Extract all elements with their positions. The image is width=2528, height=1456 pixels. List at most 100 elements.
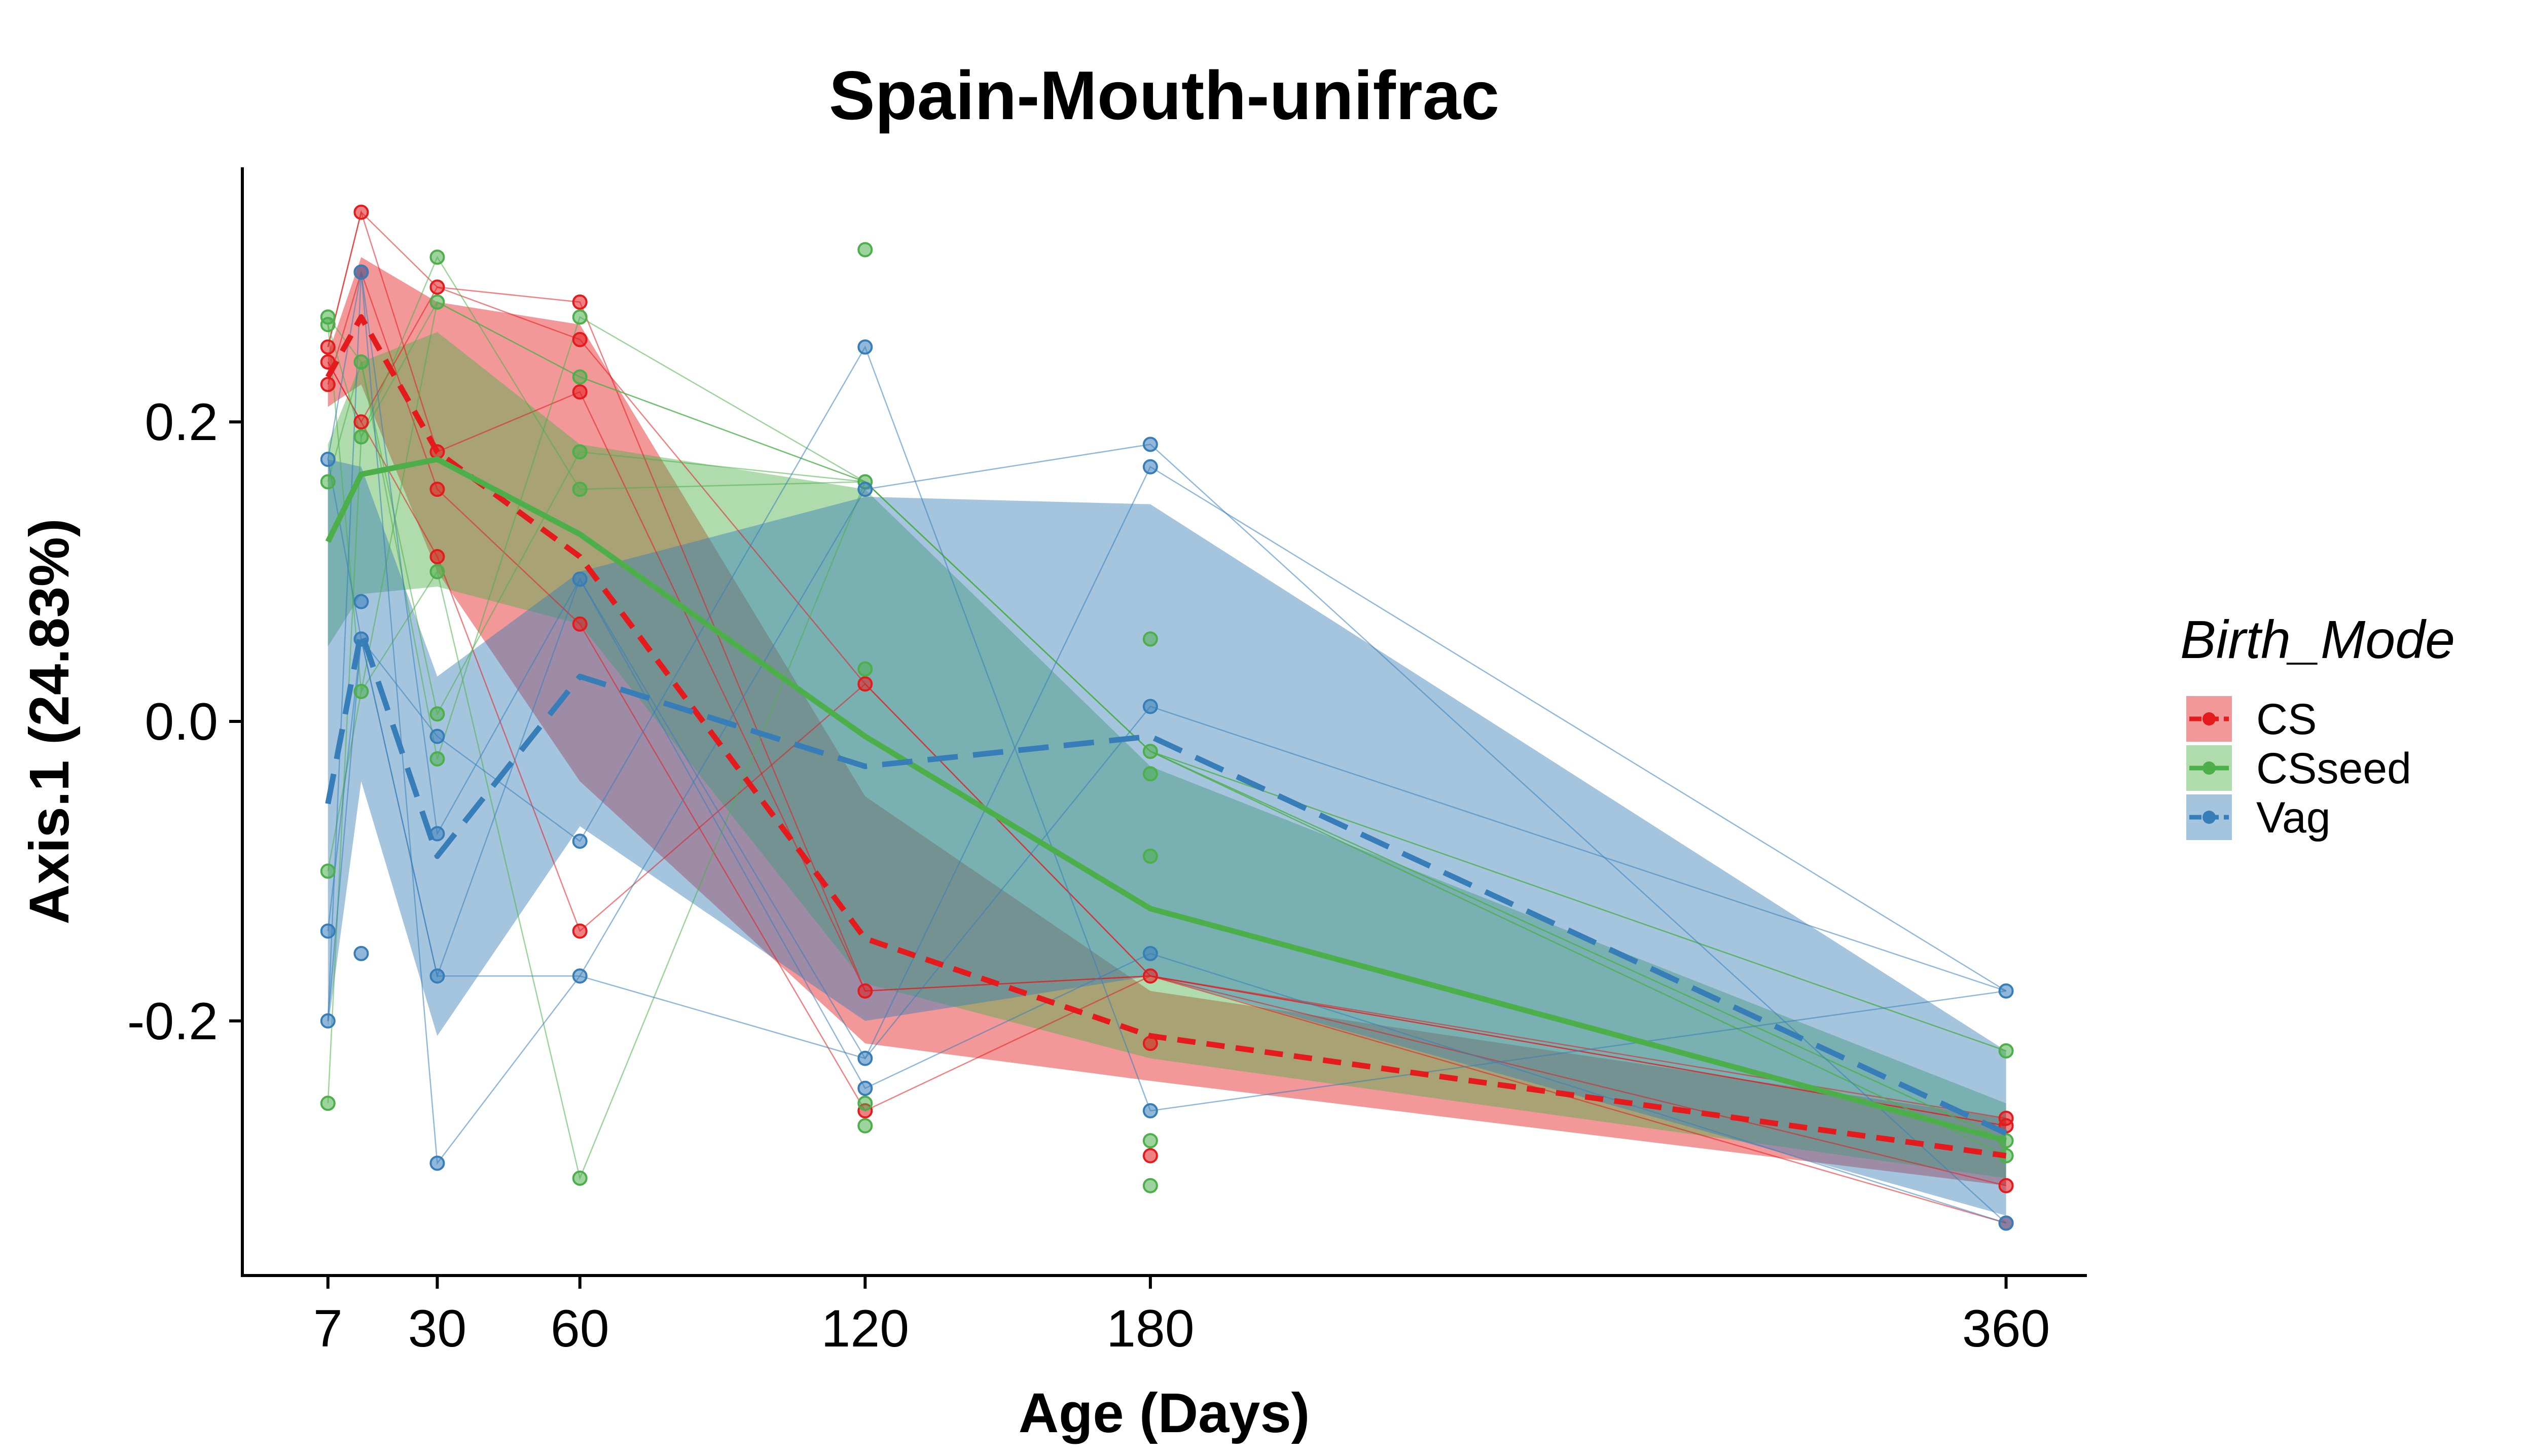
point-cs-5 bbox=[353, 414, 369, 430]
point-vag-16 bbox=[857, 1050, 873, 1066]
point-csseed-24 bbox=[1142, 744, 1158, 759]
point-vag-7 bbox=[429, 729, 445, 744]
point-csseed-2 bbox=[320, 474, 336, 490]
point-cs-3 bbox=[353, 204, 369, 220]
point-cs-20 bbox=[1142, 1148, 1158, 1163]
point-vag-24 bbox=[1998, 1215, 2014, 1231]
point-csseed-28 bbox=[1142, 1178, 1158, 1193]
mean-line-cs bbox=[325, 314, 2007, 1159]
point-vag-15 bbox=[857, 482, 873, 497]
x-tick-label-120: 120 bbox=[821, 1299, 910, 1358]
legend-label-cs: CS bbox=[2256, 695, 2317, 744]
y-tick-label-1: 0.0 bbox=[145, 693, 218, 751]
point-csseed-18 bbox=[857, 242, 873, 258]
x-tick-label-30: 30 bbox=[408, 1299, 467, 1358]
point-cs-14 bbox=[572, 923, 588, 939]
legend-label-vag: Vag bbox=[2256, 793, 2331, 842]
point-vag-20 bbox=[1142, 699, 1158, 714]
point-cs-9 bbox=[429, 549, 445, 565]
y-tick-label-0: -0.2 bbox=[127, 992, 218, 1051]
point-cs-15 bbox=[857, 983, 873, 999]
point-vag-10 bbox=[429, 1155, 445, 1171]
x-tick-label-60: 60 bbox=[551, 1299, 609, 1358]
chart-title: Spain-Mouth-unifrac bbox=[829, 57, 1499, 134]
data-points bbox=[320, 204, 2014, 1231]
point-csseed-11 bbox=[429, 706, 445, 722]
point-csseed-6 bbox=[353, 429, 369, 445]
legend-dot-csseed bbox=[2202, 761, 2216, 775]
point-vag-13 bbox=[572, 968, 588, 984]
x-tick-label-360: 360 bbox=[1962, 1299, 2050, 1358]
point-csseed-16 bbox=[572, 482, 588, 497]
point-csseed-15 bbox=[572, 444, 588, 460]
point-cs-10 bbox=[572, 294, 588, 310]
legend-dot-cs bbox=[2202, 712, 2216, 725]
x-axis-title: Age (Days) bbox=[1019, 1382, 1310, 1444]
point-vag-4 bbox=[353, 594, 369, 609]
point-csseed-9 bbox=[429, 294, 445, 310]
point-vag-22 bbox=[1142, 1103, 1158, 1119]
point-csseed-26 bbox=[1142, 848, 1158, 864]
point-cs-24 bbox=[1998, 1110, 2014, 1126]
point-csseed-7 bbox=[353, 683, 369, 699]
point-csseed-29 bbox=[1998, 1043, 2014, 1059]
point-csseed-4 bbox=[320, 1096, 336, 1111]
y-axis-ticks: -0.2 0.0 0.2 bbox=[127, 393, 242, 1051]
point-vag-9 bbox=[429, 968, 445, 984]
point-cs-6 bbox=[429, 279, 445, 295]
point-cs-22 bbox=[1998, 1178, 2014, 1193]
point-vag-1 bbox=[320, 923, 336, 939]
y-tick-label-2: 0.2 bbox=[145, 393, 218, 452]
point-csseed-8 bbox=[429, 249, 445, 265]
point-csseed-25 bbox=[1142, 766, 1158, 782]
point-vag-6 bbox=[353, 945, 369, 961]
point-csseed-17 bbox=[572, 1170, 588, 1186]
point-vag-23 bbox=[1998, 983, 2014, 999]
x-axis-ticks: 7 30 60 120 180 360 bbox=[313, 1276, 2050, 1358]
point-cs-12 bbox=[572, 384, 588, 400]
y-axis-title: Axis.1 (24.83%) bbox=[18, 519, 81, 925]
point-cs-11 bbox=[572, 332, 588, 347]
point-csseed-14 bbox=[572, 369, 588, 385]
point-cs-13 bbox=[572, 616, 588, 632]
point-vag-18 bbox=[1142, 436, 1158, 452]
point-vag-14 bbox=[857, 339, 873, 355]
point-vag-2 bbox=[320, 1013, 336, 1029]
legend-title: Birth_Mode bbox=[2180, 610, 2455, 670]
mean-line-csseed bbox=[325, 456, 2007, 1144]
point-vag-0 bbox=[320, 452, 336, 467]
band-cs bbox=[328, 257, 2006, 1186]
legend-dot-vag bbox=[2202, 811, 2216, 824]
point-cs-17 bbox=[857, 676, 873, 692]
point-cs-18 bbox=[1142, 968, 1158, 984]
point-csseed-1 bbox=[320, 317, 336, 333]
point-vag-11 bbox=[572, 571, 588, 587]
point-vag-19 bbox=[1142, 459, 1158, 475]
point-csseed-20 bbox=[857, 661, 873, 677]
point-vag-12 bbox=[572, 833, 588, 849]
point-csseed-23 bbox=[1142, 631, 1158, 647]
point-cs-0 bbox=[320, 339, 336, 355]
mean-lines bbox=[325, 314, 2007, 1159]
mean-line-vag bbox=[325, 629, 2007, 1136]
point-cs-2 bbox=[320, 377, 336, 392]
point-vag-3 bbox=[353, 264, 369, 280]
legend-label-csseed: CSseed bbox=[2256, 744, 2411, 793]
plot-area bbox=[320, 204, 2014, 1231]
x-tick-label-180: 180 bbox=[1106, 1299, 1195, 1358]
point-csseed-22 bbox=[857, 1118, 873, 1134]
point-vag-17 bbox=[857, 1080, 873, 1096]
point-csseed-3 bbox=[320, 863, 336, 879]
band-csseed bbox=[328, 332, 2006, 1178]
point-csseed-13 bbox=[572, 309, 588, 325]
point-csseed-21 bbox=[857, 1096, 873, 1111]
point-csseed-10 bbox=[429, 564, 445, 579]
point-csseed-27 bbox=[1142, 1133, 1158, 1149]
point-csseed-5 bbox=[353, 354, 369, 370]
point-cs-8 bbox=[429, 482, 445, 497]
point-csseed-12 bbox=[429, 751, 445, 767]
point-vag-21 bbox=[1142, 945, 1158, 961]
x-tick-label-7: 7 bbox=[313, 1299, 343, 1358]
